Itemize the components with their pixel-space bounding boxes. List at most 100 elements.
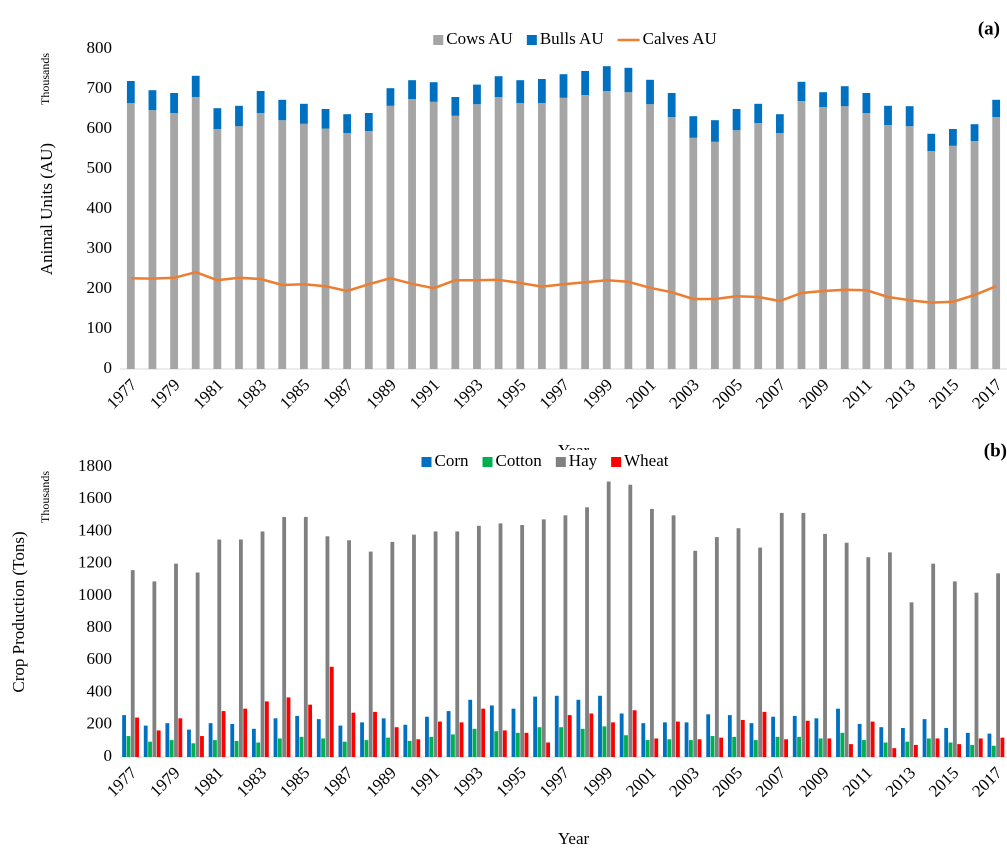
bar	[433, 531, 438, 757]
bar	[727, 715, 732, 757]
x-tick-label: 2001	[622, 375, 659, 412]
legend-symbol	[555, 457, 566, 467]
bar	[412, 534, 416, 757]
x-tick-label: 1979	[146, 375, 183, 412]
x-tick-label: 1987	[319, 375, 357, 413]
bar-segment	[386, 88, 395, 106]
bar	[866, 557, 871, 757]
y-tick-label: 300	[87, 238, 113, 257]
bar	[900, 728, 905, 757]
bar-segment	[862, 93, 871, 113]
bar-segment	[840, 106, 849, 369]
legend-label: Hay	[569, 451, 598, 470]
bar	[126, 736, 131, 757]
x-tick-label: 1977	[103, 763, 141, 801]
bar	[537, 727, 542, 757]
bar	[862, 740, 866, 757]
bar	[455, 531, 460, 757]
bar	[476, 525, 481, 757]
bar	[888, 552, 892, 757]
y-tick-label: 1400	[78, 520, 112, 539]
bar	[957, 744, 962, 757]
bar	[970, 744, 975, 757]
legend-label: Calves AU	[643, 29, 717, 48]
bar	[178, 718, 183, 757]
bar	[451, 734, 455, 757]
bar	[849, 744, 853, 757]
bar	[152, 581, 157, 757]
bar	[671, 515, 676, 757]
bar-segment	[148, 90, 157, 111]
bar	[775, 736, 780, 757]
bar	[706, 714, 711, 757]
bar	[191, 743, 196, 757]
bar-segment	[235, 105, 243, 127]
bar	[130, 570, 135, 757]
y-axis-label: Animal Units (AU)	[37, 143, 56, 275]
bar	[926, 738, 931, 757]
bar	[351, 712, 356, 757]
bar	[468, 699, 473, 757]
bar	[264, 701, 269, 757]
bar	[598, 695, 602, 757]
y-tick-label: 200	[87, 714, 113, 733]
bar-segment	[775, 114, 784, 133]
y-tick-label: 500	[87, 158, 113, 177]
bar	[429, 736, 434, 757]
panel-title: (a)	[978, 18, 1000, 39]
bar	[827, 738, 832, 757]
bar-segment	[970, 141, 979, 369]
bar-segment	[667, 93, 676, 117]
bar	[174, 563, 178, 757]
bar-segment	[126, 103, 135, 369]
bar-segment	[667, 117, 676, 369]
bar	[563, 515, 568, 757]
bar	[935, 738, 940, 757]
bar-segment	[992, 99, 1001, 117]
bar	[771, 716, 776, 757]
bar-segment	[624, 67, 633, 93]
bar	[991, 745, 996, 757]
bar-segment	[364, 113, 373, 131]
x-tick-label: 1989	[363, 375, 400, 412]
bar	[996, 573, 1001, 757]
bar	[425, 716, 429, 757]
bar-segment	[235, 126, 243, 369]
x-tick-label: 2007	[752, 375, 790, 413]
x-tick-label: 2007	[752, 763, 790, 801]
bar-segment	[970, 124, 979, 141]
bar	[221, 711, 226, 757]
bar-segment	[840, 86, 849, 107]
bar-segment	[581, 95, 590, 369]
x-tick-label: 2011	[839, 375, 876, 412]
bar	[823, 533, 827, 757]
bar	[403, 724, 408, 757]
bar	[243, 708, 248, 757]
bar	[870, 721, 875, 757]
bar	[260, 531, 265, 757]
x-tick-label: 1985	[276, 763, 313, 800]
bar-segment	[299, 103, 308, 124]
x-tick-label: 1983	[233, 763, 270, 800]
bar	[987, 733, 992, 757]
bar	[438, 721, 442, 757]
bar	[611, 722, 615, 757]
x-tick-label: 2009	[795, 763, 832, 800]
bar	[628, 484, 633, 757]
bar	[805, 720, 810, 757]
bar-segment	[170, 113, 178, 369]
x-tick-label: 2011	[839, 763, 876, 800]
x-tick-label: 2005	[709, 763, 746, 800]
x-tick-label: 2015	[925, 375, 962, 412]
x-tick-label: 1997	[536, 375, 574, 413]
bar	[883, 742, 888, 757]
legend-label: Bulls AU	[540, 29, 604, 48]
bar	[541, 519, 546, 757]
legend-label: Wheat	[624, 451, 669, 470]
bar	[407, 740, 412, 757]
bar	[650, 508, 654, 757]
x-tick-label: 2013	[882, 375, 919, 412]
panel-title: (b)	[984, 440, 1007, 461]
